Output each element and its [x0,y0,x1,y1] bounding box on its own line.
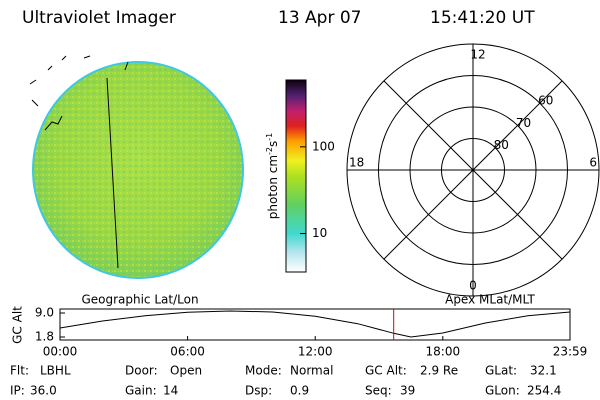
label-text: s [266,141,280,147]
mlt-line [383,80,563,260]
info-label: GLat: [485,364,517,378]
info-label: Seq: [365,384,392,398]
x-tick-label: 23:59 [553,345,588,359]
label-exp: -1 [265,133,274,141]
info-value: LBHL [40,364,71,378]
info-value: 254.4 [527,384,561,398]
info-label: GC Alt: [365,364,407,378]
uv-image [29,55,244,279]
alt-plot-frame [59,308,571,341]
mlt-label: 0 [469,279,477,293]
info-label: Dsp: [245,384,272,398]
info-label: Door: [125,364,158,378]
colorbar [285,79,307,273]
y-tick-label: 1.8 [35,330,54,344]
info-value: 39 [400,384,415,398]
lat-label: 60 [538,94,553,108]
time: 15:41:20 UT [430,8,535,28]
colorbar-tick-label: 100 [312,139,335,153]
altitude-line [59,310,571,338]
x-tick-label: 06:00 [170,345,205,359]
lat-label: 80 [494,138,509,152]
label-text: photon cm [266,155,280,219]
alt-y-label: GC Alt [11,306,25,344]
info-label: Flt: [10,364,29,378]
alt-left-title: Geographic Lat/Lon [81,293,198,307]
colorbar-label: photon cm-2s-1 [265,133,280,220]
date: 13 Apr 07 [278,8,361,28]
colorbar-tick-label: 10 [312,226,327,240]
info-label: Gain: [125,384,157,398]
instrument: Ultraviolet Imager [22,8,176,28]
x-tick-label: 18:00 [426,345,461,359]
info-value: 36.0 [30,384,57,398]
info-label: IP: [10,384,25,398]
x-tick-label: 12:00 [298,345,333,359]
info-value: 32.1 [530,364,557,378]
info-value: Normal [290,364,333,378]
info-value: 14 [163,384,178,398]
label-exp: -2 [265,147,274,155]
y-tick-label: 9.0 [35,306,54,320]
info-label: GLon: [485,384,520,398]
alt-right-title: Apex MLat/MLT [445,293,535,307]
lat-label: 70 [516,116,531,130]
mlt-label: 18 [349,156,364,170]
mlt-label: 12 [470,48,485,62]
info-label: Mode: [245,364,282,378]
info-value: 0.9 [290,384,309,398]
x-tick-label: 00:00 [43,345,78,359]
mlt-label: 6 [589,156,597,170]
info-value: Open [170,364,202,378]
info-value: 2.9 Re [420,364,458,378]
